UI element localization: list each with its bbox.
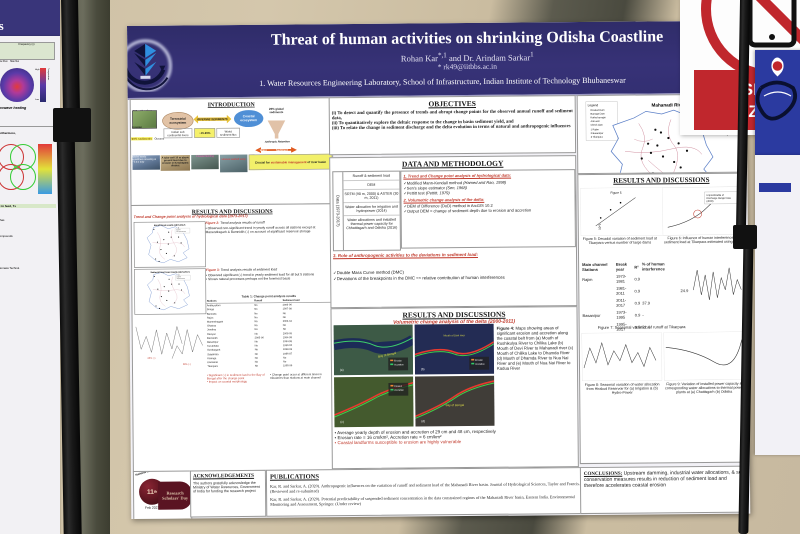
svg-text:Runoff trend results (1973-201: Runoff trend results (1973-2017)	[154, 224, 186, 227]
svg-text:1 Rajim: 1 Rajim	[591, 128, 599, 131]
svg-text:Mouth of Devi river: Mouth of Devi river	[444, 333, 466, 337]
svg-text:(2000): (2000)	[707, 200, 714, 203]
svg-text:Anti weir: Anti weir	[591, 120, 600, 123]
svg-text:Accretion: Accretion	[394, 363, 404, 366]
svg-text:68% (↓): 68% (↓)	[183, 363, 191, 366]
svg-text:10^1: 10^1	[598, 223, 602, 230]
svg-text:Check dam: Check dam	[591, 124, 603, 127]
svg-text:(c): (c)	[340, 420, 343, 424]
svg-text:Accretion: Accretion	[475, 363, 485, 366]
svg-text:Sediment load trend results (1: Sediment load trend results (1973-2017)	[151, 271, 190, 274]
svg-text:Bay of Bengal: Bay of Bengal	[446, 403, 465, 407]
svg-text:Legend: Legend	[588, 103, 599, 107]
svg-text:Accretion: Accretion	[394, 389, 404, 392]
svg-text:(a): (a)	[340, 368, 344, 372]
svg-text:Katha barrage: Katha barrage	[591, 116, 607, 119]
svg-text:2 Basanipur: 2 Basanipur	[591, 132, 604, 135]
svg-text:Erosion: Erosion	[475, 360, 483, 362]
svg-text:Barrage Dam: Barrage Dam	[591, 112, 605, 115]
svg-text:3 Tikarpara: 3 Tikarpara	[591, 136, 604, 139]
svg-text:(d): (d)	[421, 419, 425, 423]
svg-text:Erosion: Erosion	[394, 386, 402, 388]
svg-text:69% (↓): 69% (↓)	[148, 357, 156, 360]
svg-text:Erosion: Erosion	[394, 360, 402, 362]
svg-text:(b): (b)	[421, 367, 425, 371]
svg-text:Hirakud Dam: Hirakud Dam	[590, 109, 604, 112]
svg-text:Figure 5: Figure 5	[610, 191, 621, 195]
